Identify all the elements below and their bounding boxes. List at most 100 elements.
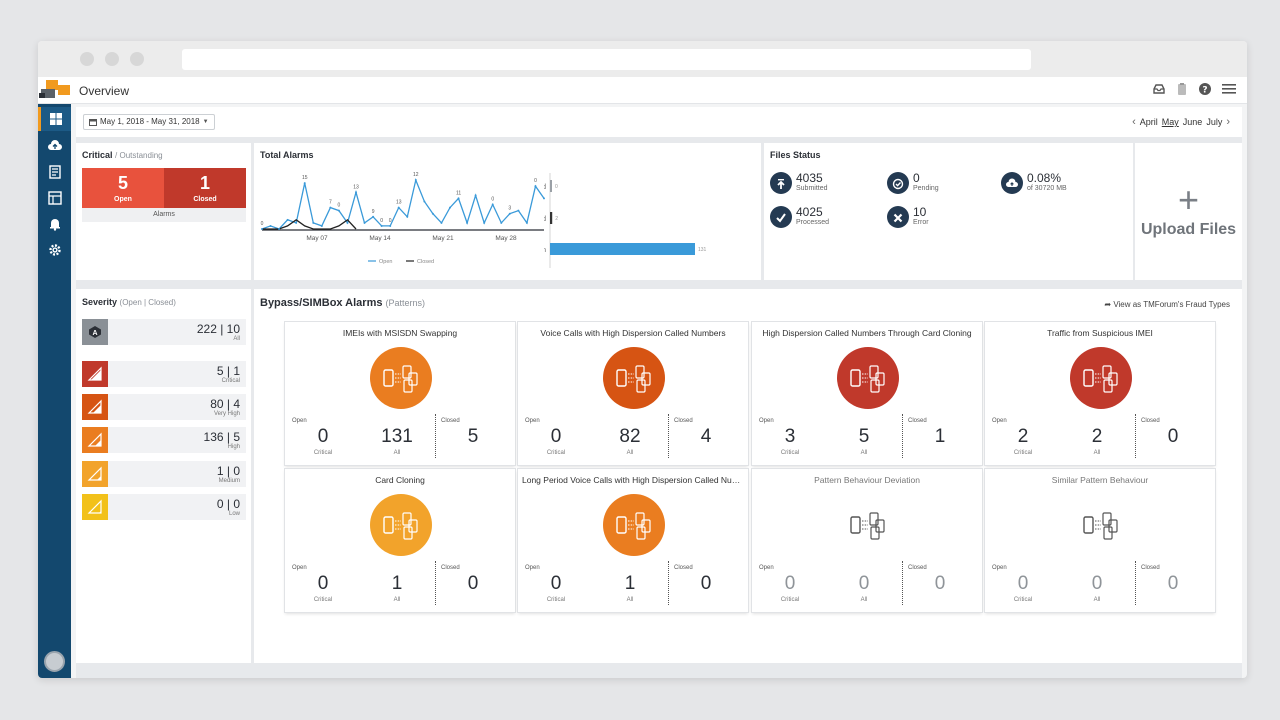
open-data-point[interactable] [286, 218, 289, 221]
fraud-status-bar-chart[interactable]: Not Fraud 0 Fraud 2 Open 131 [544, 168, 754, 278]
severity-row[interactable]: 80 | 4 Very High [82, 394, 246, 420]
open-data-point[interactable] [269, 224, 272, 227]
upload-files-button[interactable]: + Upload Files [1135, 143, 1242, 280]
open-data-point[interactable] [431, 212, 434, 215]
pattern-card[interactable]: Similar Pattern Behaviour Open 0 Critical 0… [985, 469, 1215, 612]
open-data-point[interactable] [397, 206, 400, 209]
pattern-card[interactable]: IMEIs with MSISDN Swapping Open 0 Critical… [285, 322, 515, 465]
data-label: 12 [413, 172, 419, 178]
open-data-point[interactable] [346, 221, 349, 224]
pattern-card[interactable]: Traffic from Suspicious IMEI Open 2 Critic… [985, 322, 1215, 465]
month-april[interactable]: April [1139, 117, 1158, 127]
chevron-right-icon[interactable]: › [1226, 116, 1230, 128]
bar[interactable] [550, 243, 695, 255]
open-data-point[interactable] [355, 191, 357, 194]
open-data-point[interactable] [406, 215, 409, 218]
address-bar[interactable] [182, 49, 1031, 70]
card-all-value: 1 [624, 573, 636, 594]
open-data-point[interactable] [508, 212, 511, 215]
open-data-point[interactable] [295, 221, 298, 224]
month-july[interactable]: July [1206, 117, 1223, 127]
open-data-point[interactable] [457, 197, 460, 200]
open-data-point[interactable] [312, 221, 315, 224]
severity-row[interactable]: 0 | 0 Low [82, 494, 246, 520]
sidebar-item-upload[interactable] [38, 134, 71, 158]
card-open-label: Open [992, 565, 1007, 571]
card-divider [902, 414, 903, 458]
open-data-point[interactable] [278, 228, 281, 230]
critical-open-tile[interactable]: 5 Open [82, 168, 164, 208]
window-control-minimize[interactable] [105, 52, 119, 66]
open-data-point[interactable] [423, 200, 426, 203]
open-data-point[interactable] [449, 206, 451, 209]
open-data-point[interactable] [534, 185, 537, 188]
open-data-point[interactable] [261, 228, 263, 230]
open-data-point[interactable] [329, 206, 332, 209]
card-illustration [837, 347, 899, 409]
pattern-card[interactable]: Voice Calls with High Dispersion Called … [518, 322, 748, 465]
card-all-label: All [860, 450, 868, 456]
devices-icon [616, 365, 651, 393]
menu-icon[interactable] [1221, 82, 1237, 96]
open-data-point[interactable] [363, 221, 366, 224]
dashboard-icon [50, 113, 62, 125]
file-status-item[interactable]: 0 Pending [887, 172, 939, 194]
inbox-icon[interactable] [1152, 82, 1166, 96]
severity-row[interactable]: 5 | 1 Critical [82, 361, 246, 387]
file-status-item[interactable]: 4035 Submitted [770, 172, 828, 194]
open-data-point[interactable] [500, 221, 503, 224]
file-status-item[interactable]: 4025 Processed [770, 206, 829, 228]
open-data-point[interactable] [466, 221, 469, 224]
bar[interactable] [550, 212, 553, 224]
sidebar-item-analytics[interactable] [38, 186, 71, 210]
open-data-point[interactable] [337, 209, 340, 212]
card-all-label: All [626, 450, 634, 456]
clipboard-icon[interactable] [1175, 82, 1189, 96]
window-control-maximize[interactable] [130, 52, 144, 66]
pattern-card[interactable]: Card Cloning Open 0 Critical 1 All Closed 0 [285, 469, 515, 612]
file-status-item[interactable]: 0.08% of 30720 MB [1001, 172, 1067, 194]
critical-closed-tile[interactable]: 1 Closed [164, 168, 246, 208]
open-data-point[interactable] [372, 215, 375, 218]
pattern-card[interactable]: High Dispersion Called Numbers Through C… [752, 322, 982, 465]
file-status-item[interactable]: 10 Error [887, 206, 929, 228]
open-data-point[interactable] [303, 182, 306, 185]
pattern-card[interactable]: Long Period Voice Calls with High Disper… [518, 469, 748, 612]
open-data-point[interactable] [525, 221, 528, 224]
open-data-point[interactable] [380, 224, 383, 227]
sidebar-item-settings[interactable] [38, 238, 71, 262]
month-may[interactable]: May [1161, 117, 1179, 127]
pattern-card[interactable]: Pattern Behaviour Deviation Open 0 Critica… [752, 469, 982, 612]
severity-row[interactable]: A 222 | 10 All [82, 319, 246, 345]
chevron-left-icon[interactable]: ‹ [1132, 116, 1136, 128]
card-divider [435, 561, 436, 605]
sidebar-item-reports[interactable] [38, 160, 71, 184]
severity-row[interactable]: 1 | 0 Medium [82, 461, 246, 487]
view-tmforum-link[interactable]: ➦ View as TMForum's Fraud Types [1104, 300, 1230, 309]
sidebar-item-dashboard[interactable] [38, 107, 71, 131]
open-data-point[interactable] [483, 221, 486, 224]
open-data-point[interactable] [389, 224, 392, 227]
open-data-point[interactable] [320, 224, 323, 227]
card-critical-value: 0 [1017, 573, 1029, 594]
card-all-label: All [1093, 597, 1101, 603]
card-title: Card Cloning [375, 475, 425, 485]
open-data-point[interactable] [440, 221, 443, 224]
help-icon[interactable]: ? [1198, 82, 1212, 96]
open-data-point[interactable] [517, 209, 520, 212]
open-data-point[interactable] [491, 203, 494, 206]
open-data-point[interactable] [474, 194, 477, 197]
month-june[interactable]: June [1182, 117, 1203, 127]
bar[interactable] [550, 180, 552, 192]
card-critical-label: Critical [780, 450, 800, 456]
window-control-close[interactable] [80, 52, 94, 66]
date-range-picker[interactable]: May 1, 2018 - May 31, 2018 ▼ [83, 114, 215, 130]
card-critical-label: Critical [780, 597, 800, 603]
open-data-point[interactable] [543, 197, 545, 200]
open-data-point[interactable] [414, 179, 417, 182]
avatar[interactable] [44, 651, 65, 672]
severity-row[interactable]: 136 | 5 High [82, 427, 246, 453]
card-divider [668, 561, 669, 605]
sidebar-item-alarms[interactable] [38, 212, 71, 236]
